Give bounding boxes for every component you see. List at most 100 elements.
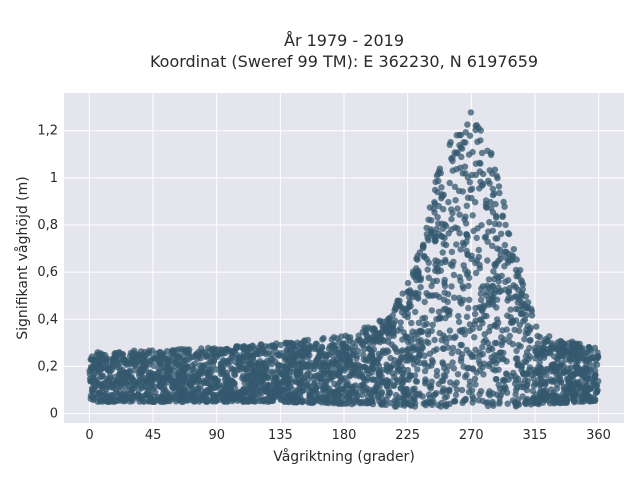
data-point xyxy=(515,286,522,293)
data-point xyxy=(573,353,581,360)
data-point xyxy=(419,393,426,400)
data-point xyxy=(455,312,462,320)
data-point xyxy=(418,328,426,335)
data-point xyxy=(451,294,458,301)
data-point xyxy=(588,397,595,405)
data-point xyxy=(511,326,518,333)
data-point xyxy=(125,373,133,381)
data-point xyxy=(181,375,189,383)
data-point xyxy=(448,155,455,162)
data-point xyxy=(449,167,456,174)
data-point xyxy=(507,306,514,313)
data-point xyxy=(493,391,501,398)
data-point xyxy=(496,288,503,295)
y-tick-label: 0 xyxy=(50,407,58,422)
data-point xyxy=(240,357,248,364)
data-point xyxy=(286,372,293,380)
data-point xyxy=(425,274,432,281)
data-point xyxy=(510,246,517,253)
data-point xyxy=(231,371,239,379)
data-point xyxy=(190,378,197,386)
data-point xyxy=(430,278,437,285)
data-point xyxy=(441,279,448,287)
data-point xyxy=(558,378,565,386)
data-point xyxy=(89,386,96,394)
data-point xyxy=(471,375,479,382)
data-point xyxy=(413,255,420,262)
data-point xyxy=(269,397,277,404)
data-point xyxy=(557,337,564,345)
data-point xyxy=(506,332,513,340)
data-point xyxy=(394,368,401,375)
y-axis-label: Signifikant våghöjd (m) xyxy=(14,176,31,339)
data-point xyxy=(425,237,432,244)
data-point xyxy=(440,387,447,395)
data-point xyxy=(258,396,265,404)
data-point xyxy=(463,247,470,255)
data-point xyxy=(407,338,415,346)
data-point xyxy=(472,317,479,324)
data-point xyxy=(457,277,464,284)
data-point xyxy=(415,290,422,297)
data-point xyxy=(222,374,229,381)
data-point xyxy=(529,387,536,395)
data-point xyxy=(285,379,292,386)
data-point xyxy=(360,351,367,359)
data-point xyxy=(263,368,271,375)
data-point xyxy=(442,373,449,380)
data-point xyxy=(535,352,543,359)
data-point xyxy=(408,319,415,327)
data-point xyxy=(121,379,128,386)
data-point xyxy=(167,377,174,384)
data-point xyxy=(423,338,430,345)
data-point xyxy=(589,362,597,369)
data-point xyxy=(277,341,284,349)
data-point xyxy=(409,294,416,301)
data-point xyxy=(208,369,215,376)
data-point xyxy=(127,357,134,365)
data-point xyxy=(311,375,318,382)
data-point xyxy=(476,261,483,269)
data-point xyxy=(472,346,479,353)
data-point xyxy=(397,325,404,332)
data-point xyxy=(509,341,517,348)
data-point xyxy=(444,344,452,351)
data-point xyxy=(452,333,459,340)
data-point xyxy=(549,391,557,398)
data-point xyxy=(243,374,250,381)
data-point xyxy=(485,390,492,397)
data-point xyxy=(423,320,430,327)
data-point xyxy=(268,368,276,375)
data-point xyxy=(438,195,445,202)
data-point xyxy=(137,348,145,355)
data-point xyxy=(470,227,477,235)
data-point xyxy=(523,397,530,404)
data-point xyxy=(485,228,492,235)
data-point xyxy=(523,348,531,356)
data-point xyxy=(392,346,399,353)
data-point xyxy=(525,355,532,363)
data-point xyxy=(433,372,440,379)
data-point xyxy=(401,389,408,397)
data-point xyxy=(451,183,459,190)
data-point xyxy=(594,353,601,360)
data-point xyxy=(537,381,544,388)
data-point xyxy=(129,386,136,393)
data-point xyxy=(414,366,421,373)
data-point xyxy=(163,389,171,396)
data-point xyxy=(512,403,520,410)
data-point xyxy=(507,256,515,263)
data-point xyxy=(584,375,591,383)
data-point xyxy=(380,337,388,344)
data-point xyxy=(406,372,413,379)
data-point xyxy=(469,148,476,156)
data-point xyxy=(482,197,490,204)
data-point xyxy=(448,226,455,233)
data-point xyxy=(429,321,436,328)
data-point xyxy=(465,388,473,396)
data-point xyxy=(517,266,524,274)
data-point xyxy=(317,347,324,355)
data-point xyxy=(489,191,497,199)
data-point xyxy=(484,257,491,264)
data-point xyxy=(584,365,591,372)
